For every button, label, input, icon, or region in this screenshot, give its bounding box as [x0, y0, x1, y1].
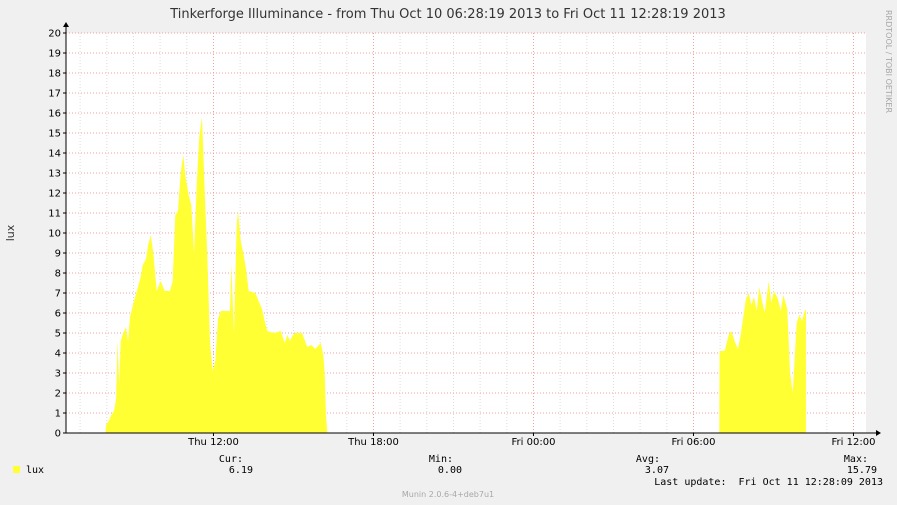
y-tick-label: 8 — [55, 269, 61, 280]
y-tick-label: 20 — [48, 29, 61, 40]
stat-header-avg: Avg: — [636, 454, 660, 465]
area-segment-1 — [105, 117, 328, 433]
y-tick-label: 0 — [55, 429, 61, 440]
stat-header-cur: Cur: — [219, 454, 243, 465]
area-series — [105, 117, 806, 433]
y-tick-label: 11 — [48, 209, 61, 220]
y-tick-label: 18 — [48, 69, 61, 80]
stat-header-min: Min: — [429, 454, 453, 465]
y-axis-label: lux — [4, 224, 17, 241]
y-tick-label: 2 — [55, 389, 61, 400]
y-tick-label: 19 — [48, 49, 61, 60]
area-segment-2 — [719, 281, 806, 433]
y-axis-arrow — [63, 22, 69, 27]
x-axis-arrow — [876, 430, 881, 436]
y-tick-label: 17 — [48, 89, 61, 100]
axes — [63, 22, 881, 436]
x-tick-label: Fri 06:00 — [672, 437, 716, 448]
stat-header-max: Max: — [844, 454, 868, 465]
x-tick-label: Thu 18:00 — [347, 437, 399, 448]
y-tick-label: 10 — [48, 229, 61, 240]
y-tick-label: 5 — [55, 329, 61, 340]
y-tick-label: 7 — [55, 289, 61, 300]
y-tick-label: 15 — [48, 129, 61, 140]
y-tick-label: 9 — [55, 249, 61, 260]
munin-version: Munin 2.0.6-4+deb7u1 — [402, 490, 494, 499]
y-tick-label: 3 — [55, 369, 61, 380]
chart-title: Tinkerforge Illuminance - from Thu Oct 1… — [169, 7, 726, 22]
x-tick-label: Fri 00:00 — [512, 437, 556, 448]
x-tick-labels: Thu 12:00 Thu 18:00 Fri 00:00 Fri 06:00 Fri … — [187, 437, 875, 448]
last-update: Last update: Fri Oct 11 12:28:09 2013 — [654, 477, 883, 488]
stat-value-avg: 3.07 — [645, 465, 669, 476]
legend-label-lux: lux — [26, 465, 44, 476]
stat-value-min: 0.00 — [438, 465, 462, 476]
y-tick-label: 16 — [48, 109, 61, 120]
stat-value-max: 15.79 — [847, 465, 877, 476]
x-tick-label: Fri 12:00 — [832, 437, 876, 448]
grid — [66, 32, 866, 434]
x-tick-label: Thu 12:00 — [187, 437, 239, 448]
y-tick-label: 12 — [48, 189, 61, 200]
y-tick-label: 14 — [48, 149, 61, 160]
stat-value-cur: 6.19 — [229, 465, 253, 476]
y-tick-label: 6 — [55, 309, 61, 320]
y-tick-label: 1 — [55, 409, 61, 420]
legend-swatch-lux — [13, 466, 20, 473]
y-tick-label: 13 — [48, 169, 61, 180]
rrdtool-credit: RRDTOOL / TOBI OETIKER — [884, 10, 893, 113]
y-tick-label: 4 — [55, 349, 61, 360]
